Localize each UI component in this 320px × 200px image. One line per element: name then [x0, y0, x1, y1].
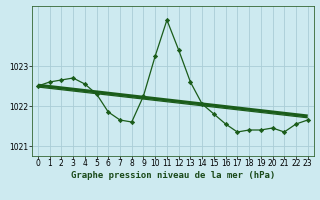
X-axis label: Graphe pression niveau de la mer (hPa): Graphe pression niveau de la mer (hPa): [71, 171, 275, 180]
